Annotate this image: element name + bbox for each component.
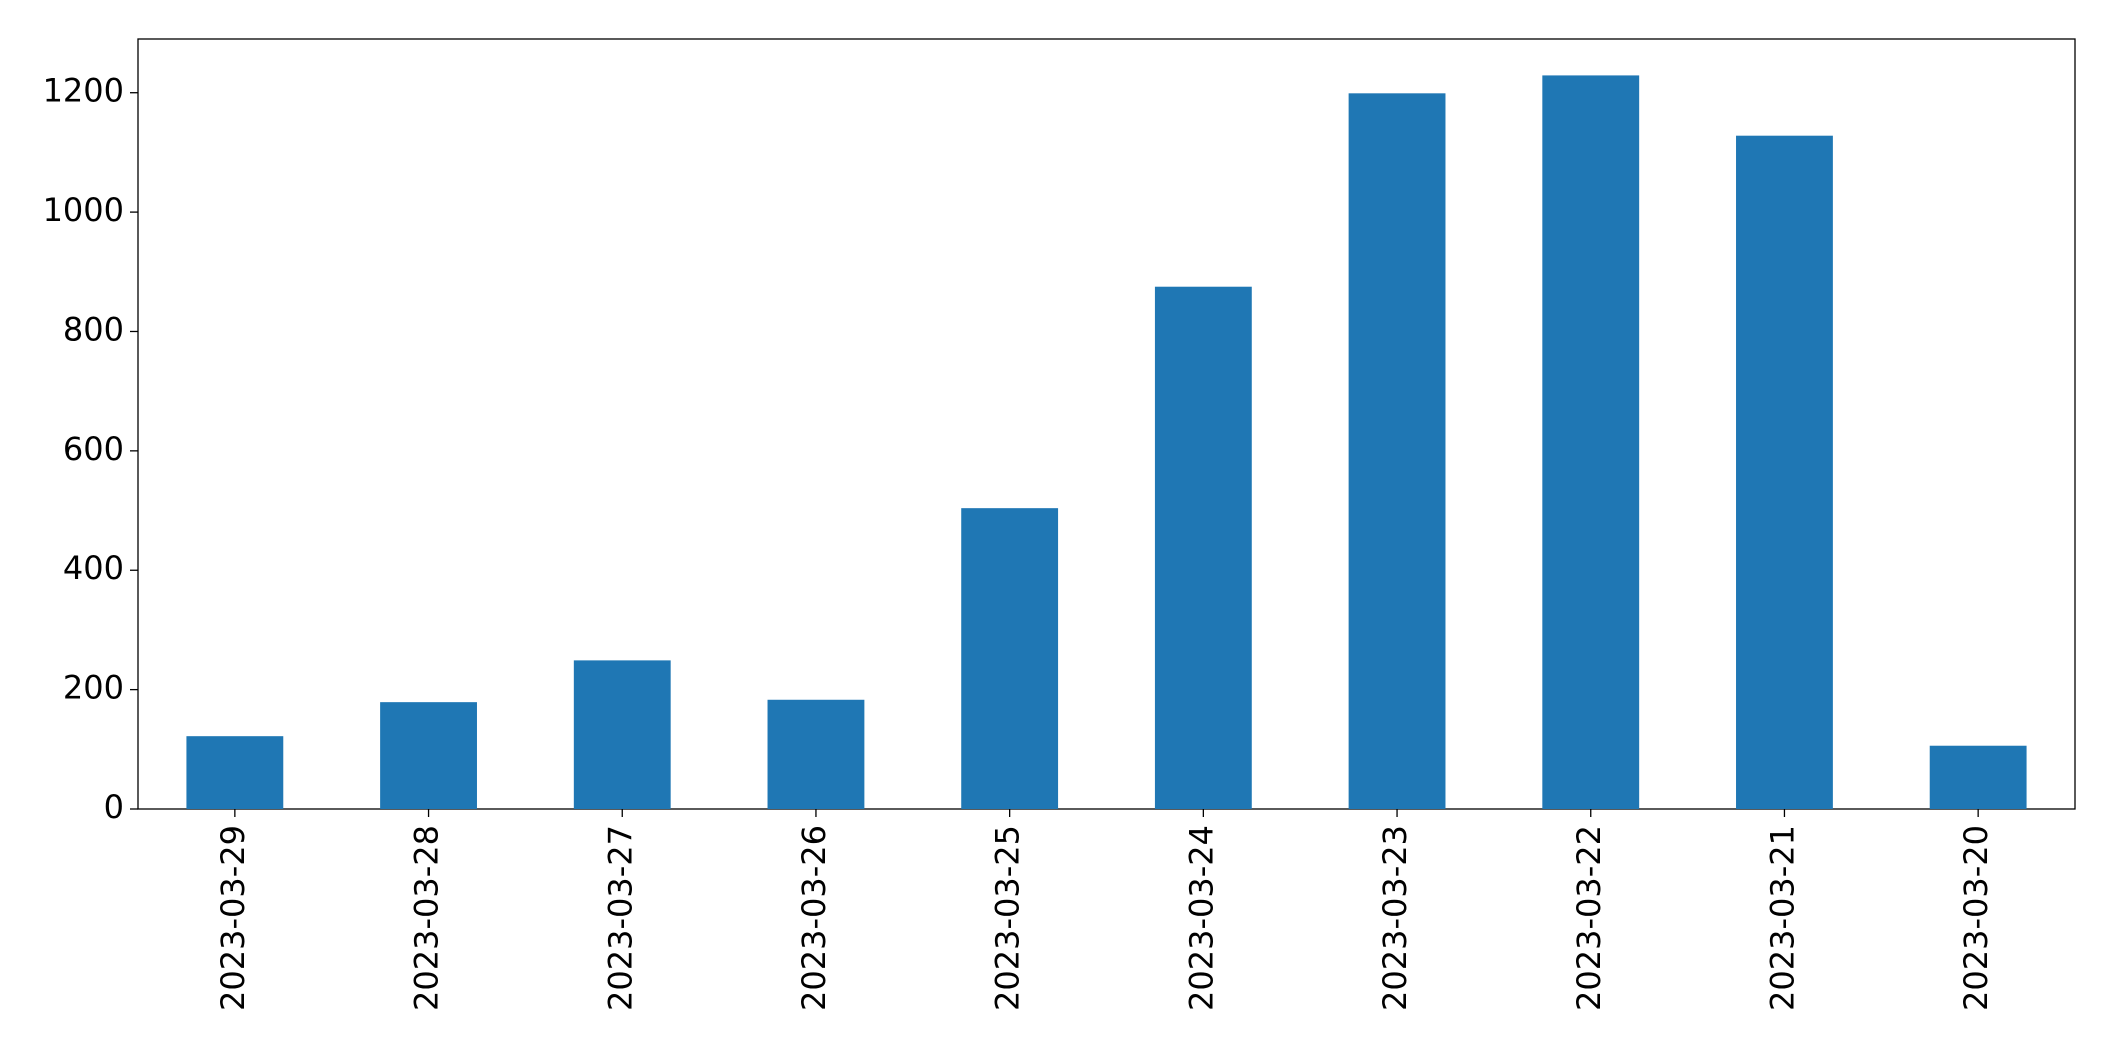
bar [1542,75,1640,810]
bar [1736,135,1833,809]
y-tick-label: 0 [104,788,124,826]
x-tick-label: 2023-03-24 [1182,825,1220,1011]
plot-frame [137,38,2076,810]
bar [1348,93,1446,810]
x-tick-label: 2023-03-22 [1570,825,1608,1011]
y-tick-label: 1200 [43,72,124,110]
y-tick-label: 400 [63,549,124,587]
bar [1929,745,2027,809]
x-tick-label: 2023-03-29 [214,825,252,1011]
y-tick-label: 200 [63,669,124,707]
y-tick-label: 600 [63,430,124,468]
bar [1154,286,1252,810]
bar [573,660,671,809]
y-tick-label: 1000 [43,191,124,229]
y-tick-label: 800 [63,310,124,348]
x-tick-label: 2023-03-27 [601,825,639,1011]
bar [380,702,477,809]
bar [186,736,284,809]
bar [961,508,1059,809]
bar [767,699,865,809]
x-tick-label: 2023-03-23 [1376,825,1414,1011]
x-tick-label: 2023-03-25 [989,825,1027,1011]
x-tick-label: 2023-03-20 [1957,825,1995,1011]
x-tick-label: 2023-03-21 [1763,825,1801,1011]
x-tick-label: 2023-03-26 [795,825,833,1011]
x-tick-label: 2023-03-28 [408,825,446,1011]
